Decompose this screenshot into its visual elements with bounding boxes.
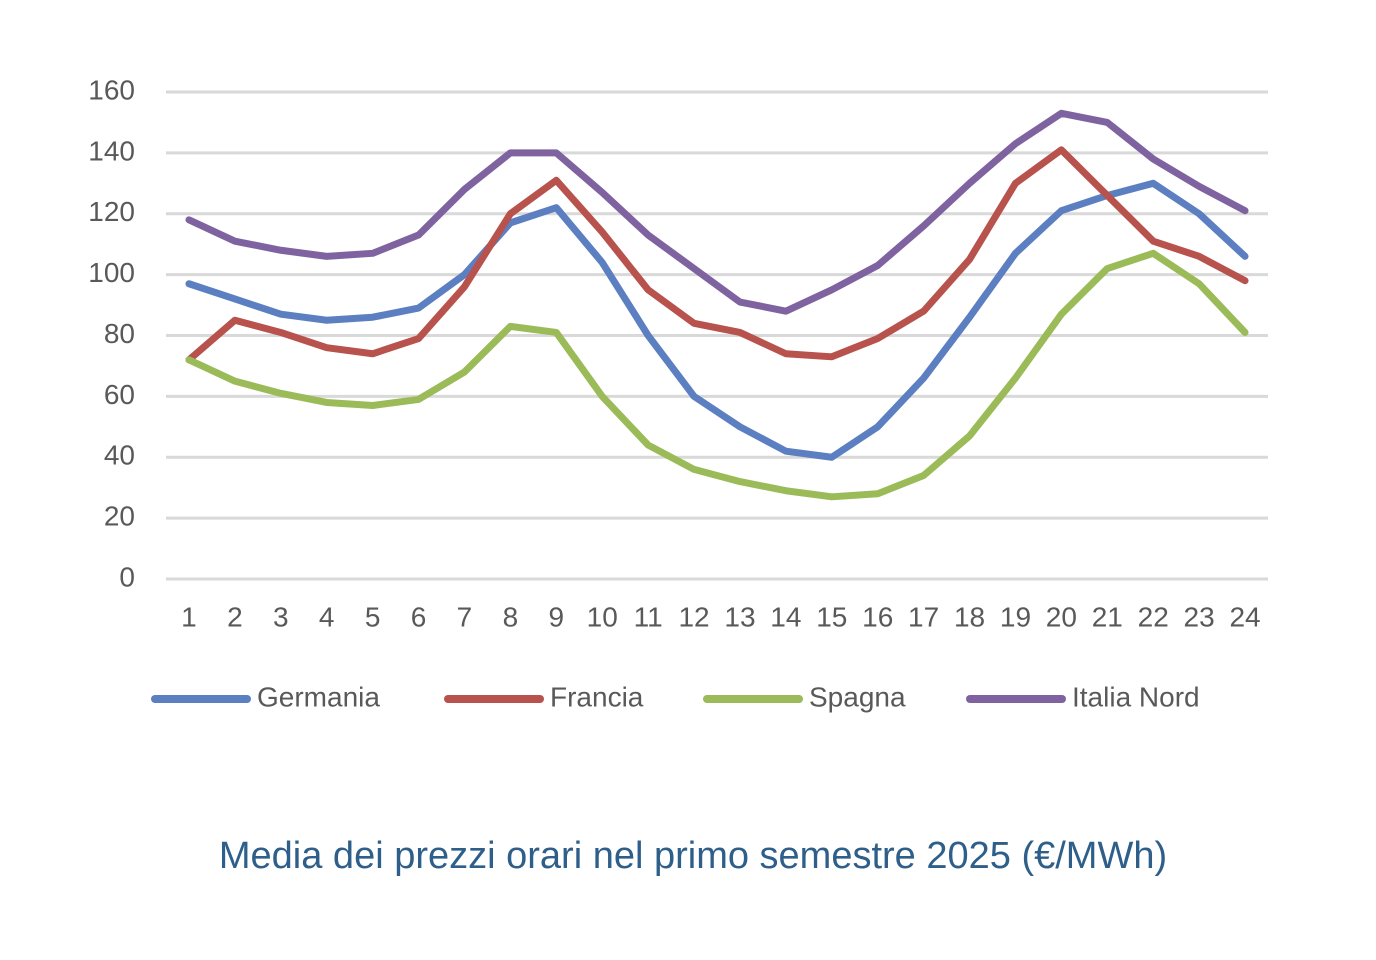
x-tick-label: 19 xyxy=(1000,601,1031,632)
x-tick-label: 6 xyxy=(411,601,427,632)
x-tick-label: 9 xyxy=(549,601,565,632)
x-tick-label: 21 xyxy=(1092,601,1123,632)
x-tick-label: 8 xyxy=(503,601,519,632)
series-line xyxy=(185,179,1249,461)
x-tick-label: 1 xyxy=(181,601,197,632)
x-tick-label: 16 xyxy=(862,601,893,632)
x-tick-label: 3 xyxy=(273,601,289,632)
x-tick-label: 7 xyxy=(457,601,473,632)
y-tick-label: 80 xyxy=(104,318,135,349)
x-tick-label: 2 xyxy=(227,601,243,632)
x-tick-label: 20 xyxy=(1046,601,1077,632)
x-tick-label: 12 xyxy=(678,601,709,632)
x-tick-label: 22 xyxy=(1138,601,1169,632)
chart-title: Media dei prezzi orari nel primo semestr… xyxy=(219,835,1167,877)
y-tick-label: 160 xyxy=(88,74,135,105)
y-tick-label: 0 xyxy=(119,561,135,592)
x-tick-label: 14 xyxy=(770,601,801,632)
series-line xyxy=(185,109,1249,315)
legend-label: Francia xyxy=(550,681,644,712)
legend-label: Italia Nord xyxy=(1072,681,1200,712)
x-tick-label: 18 xyxy=(954,601,985,632)
y-tick-label: 40 xyxy=(104,440,135,471)
x-tick-label: 17 xyxy=(908,601,939,632)
x-tick-label: 23 xyxy=(1184,601,1215,632)
x-tick-label: 5 xyxy=(365,601,381,632)
legend-label: Spagna xyxy=(809,681,906,712)
x-tick-label: 15 xyxy=(816,601,847,632)
x-tick-label: 13 xyxy=(724,601,755,632)
x-tick-label: 11 xyxy=(634,601,663,632)
legend-label: Germania xyxy=(257,681,380,712)
series-line xyxy=(185,146,1249,364)
x-tick-label: 24 xyxy=(1229,601,1260,632)
y-tick-label: 140 xyxy=(88,135,135,166)
x-tick-label: 10 xyxy=(587,601,618,632)
y-tick-label: 120 xyxy=(88,196,135,227)
x-tick-label: 4 xyxy=(319,601,335,632)
series-line xyxy=(185,249,1249,501)
y-tick-label: 100 xyxy=(88,257,135,288)
y-tick-label: 60 xyxy=(104,379,135,410)
y-tick-label: 20 xyxy=(104,501,135,532)
